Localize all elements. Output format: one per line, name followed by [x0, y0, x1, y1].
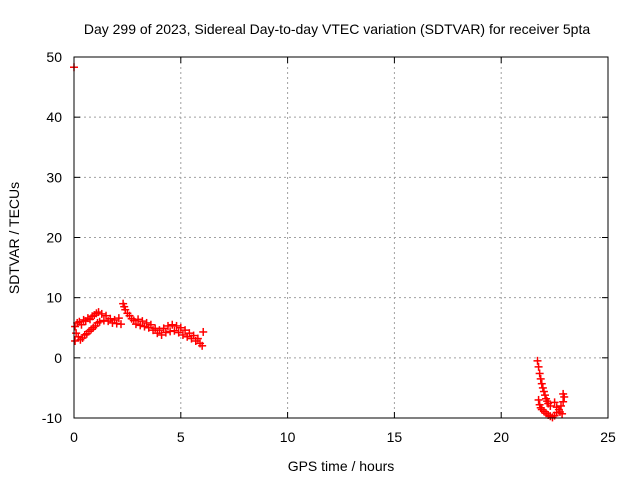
y-tick-label: 20 — [46, 230, 62, 246]
data-point — [151, 324, 160, 333]
data-point — [142, 318, 151, 327]
data-point — [136, 321, 145, 330]
data-point — [559, 397, 568, 406]
grid — [74, 57, 608, 418]
data-point — [193, 334, 202, 343]
data-point — [71, 336, 80, 345]
data-point — [174, 328, 183, 337]
data-point — [189, 331, 198, 340]
y-tick-label: 0 — [54, 350, 62, 366]
data-point — [557, 401, 566, 410]
data-point — [106, 314, 115, 323]
y-tick-label: -10 — [42, 410, 62, 426]
data-point — [181, 326, 190, 335]
x-tick-label: 25 — [600, 429, 616, 445]
data-point — [546, 401, 555, 410]
data-point — [199, 327, 208, 336]
data-point — [157, 330, 166, 339]
x-tick-label: 15 — [387, 429, 403, 445]
data-points — [70, 63, 569, 422]
data-point — [116, 320, 125, 329]
y-axis-label: SDTVAR / TECUs — [6, 182, 22, 294]
data-point — [163, 321, 172, 330]
data-point — [131, 320, 140, 329]
x-tick-label: 20 — [493, 429, 509, 445]
x-axis-label: GPS time / hours — [288, 458, 395, 474]
data-point — [77, 320, 86, 329]
data-point — [95, 317, 104, 326]
data-point — [558, 409, 567, 418]
data-point — [185, 329, 194, 338]
data-point — [198, 341, 207, 350]
data-point — [550, 398, 559, 407]
data-point — [552, 403, 561, 412]
data-point — [146, 320, 155, 329]
data-point — [534, 395, 543, 404]
data-point — [102, 311, 111, 320]
data-point — [178, 330, 187, 339]
x-tick-label: 5 — [177, 429, 185, 445]
axis-ticks: 0 5 10 15 20 25 -10 0 10 20 30 40 50 — [42, 49, 616, 445]
y-tick-label: 40 — [46, 109, 62, 125]
data-point — [161, 328, 170, 337]
y-tick-label: 50 — [46, 49, 62, 65]
data-point — [168, 320, 177, 329]
data-point — [538, 383, 547, 392]
data-point — [540, 391, 549, 400]
data-point — [535, 369, 544, 378]
data-point — [159, 324, 168, 333]
data-point — [559, 389, 568, 398]
y-tick-label: 30 — [46, 169, 62, 185]
data-point — [537, 379, 546, 388]
data-point — [176, 323, 185, 332]
data-point — [155, 326, 164, 335]
data-point — [138, 317, 147, 326]
x-tick-label: 0 — [70, 429, 78, 445]
data-point — [172, 321, 181, 330]
data-point — [533, 356, 542, 365]
data-point — [534, 362, 543, 371]
y-tick-label: 10 — [46, 290, 62, 306]
data-point — [134, 315, 143, 324]
data-point — [97, 309, 106, 318]
x-tick-label: 10 — [280, 429, 296, 445]
data-point — [114, 314, 123, 323]
data-point — [536, 374, 545, 383]
chart-title: Day 299 of 2023, Sidereal Day-to-day VTE… — [84, 21, 591, 37]
data-point — [539, 387, 548, 396]
data-point — [170, 326, 179, 335]
